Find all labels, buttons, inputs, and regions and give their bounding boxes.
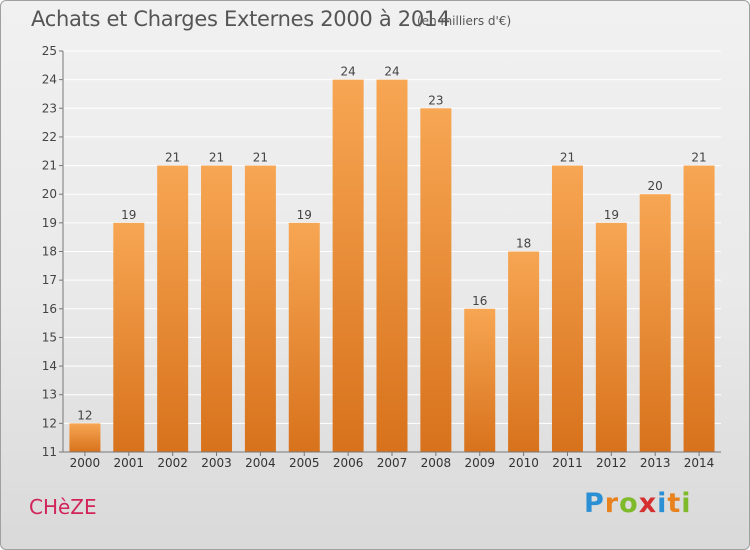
y-tick-label: 11 [42,445,57,459]
bar [157,165,189,453]
data-label: 12 [77,408,92,422]
x-tick-label: 2012 [596,456,627,470]
data-label: 24 [384,65,399,79]
logo-letter: P [584,488,605,519]
y-axis: 11 12 13 14 15 16 17 18 19 20 21 22 23 24 25 [42,44,64,459]
y-tick-label: 22 [42,130,57,144]
data-label: 23 [428,93,443,107]
data-label: 21 [253,151,268,165]
x-tick-label: 2010 [508,456,539,470]
x-tick-label: 2000 [70,456,101,470]
x-tick-label: 2008 [421,456,452,470]
bar [201,165,233,453]
y-tick-label: 12 [42,416,57,430]
data-label: 19 [604,208,619,222]
bar [683,165,715,453]
proxiti-logo: Proxiti [584,488,692,519]
data-label: 19 [297,208,312,222]
x-tick-label: 2003 [201,456,232,470]
data-label: 18 [516,237,531,251]
commune-name: CHèZE [29,495,97,519]
x-tick-label: 2002 [157,456,188,470]
chart-title: Achats et Charges Externes 2000 à 2014 [31,7,451,31]
bar [639,194,671,452]
chart-subtitle: (en milliers d'€) [417,14,512,28]
bar [420,108,452,453]
x-tick-label: 2011 [552,456,583,470]
logo-letter: i [681,488,692,519]
bar [113,222,145,452]
data-label: 16 [472,294,487,308]
x-tick-label: 2014 [684,456,715,470]
x-tick-label: 2005 [289,456,320,470]
bar [288,222,320,452]
bars [69,79,715,453]
bar [244,165,276,453]
x-tick-label: 2001 [114,456,145,470]
data-label: 19 [121,208,136,222]
y-tick-label: 15 [42,330,57,344]
bar [69,423,101,452]
y-tick-label: 24 [42,73,57,87]
logo-letter: i [657,488,668,519]
data-label: 21 [165,151,180,165]
data-label: 21 [691,151,706,165]
logo-letter: x [638,488,658,519]
y-tick-label: 25 [42,44,57,58]
bar [376,79,408,453]
x-tick-label: 2006 [333,456,364,470]
logo-letter: r [604,488,620,519]
x-tick-label: 2007 [377,456,408,470]
x-tick-label: 2004 [245,456,276,470]
y-tick-label: 14 [42,359,57,373]
data-label: 20 [648,179,663,193]
y-tick-label: 18 [42,245,57,259]
y-tick-label: 19 [42,216,57,230]
y-tick-label: 17 [42,273,57,287]
logo-letter: t [667,488,682,519]
bar [508,251,540,452]
x-tick-label: 2013 [640,456,671,470]
data-label: 24 [340,65,355,79]
y-tick-label: 16 [42,302,57,316]
data-label: 21 [209,151,224,165]
x-axis: 2000 2001 2002 2003 2004 2005 2006 2007 2008 2009… [63,451,721,470]
y-tick-label: 13 [42,388,57,402]
data-label: 21 [560,151,575,165]
bar [464,308,496,452]
y-tick-label: 20 [42,187,57,201]
y-tick-label: 23 [42,101,57,115]
y-tick-label: 21 [42,159,57,173]
bar [551,165,583,453]
logo-letter: o [619,488,639,519]
bar [332,79,364,453]
bar [595,222,627,452]
x-tick-label: 2009 [464,456,495,470]
data-labels: 12 19 21 21 21 19 24 24 23 16 18 21 19 20 21 [77,65,706,423]
